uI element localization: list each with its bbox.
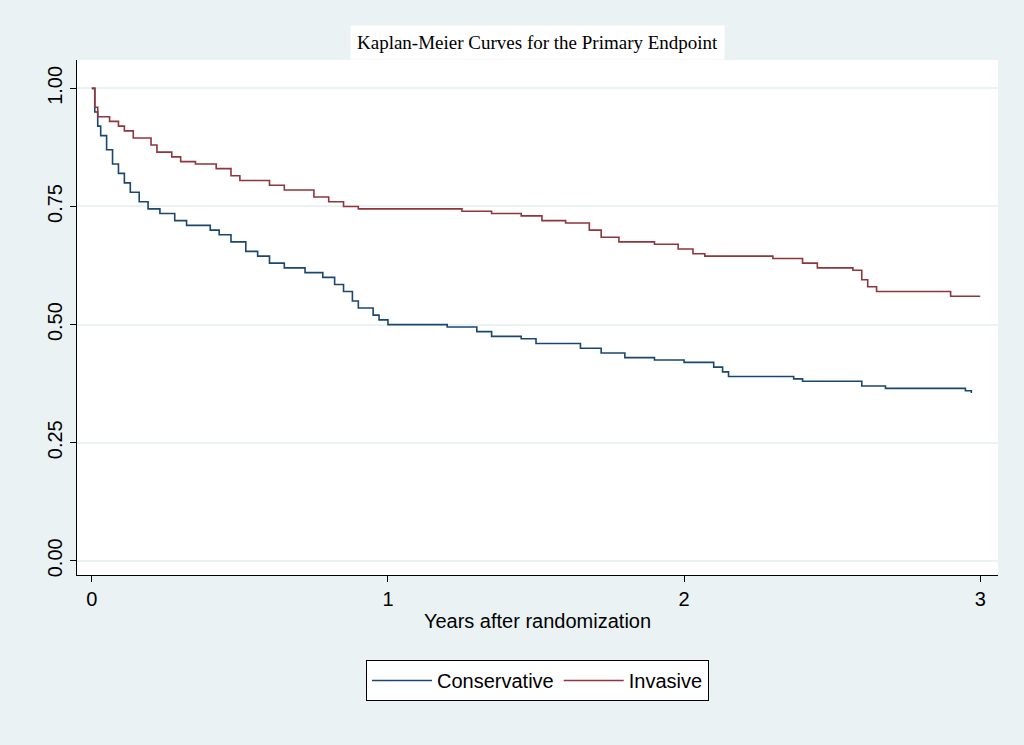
svg-text:0.75: 0.75 bbox=[44, 184, 66, 223]
svg-text:Conservative: Conservative bbox=[437, 670, 554, 692]
svg-text:0.25: 0.25 bbox=[44, 420, 66, 459]
svg-text:0.50: 0.50 bbox=[44, 302, 66, 341]
svg-text:0.00: 0.00 bbox=[44, 538, 66, 577]
svg-text:2: 2 bbox=[679, 588, 690, 610]
svg-text:1.00: 1.00 bbox=[44, 66, 66, 105]
svg-text:Invasive: Invasive bbox=[629, 670, 702, 692]
svg-text:1: 1 bbox=[382, 588, 393, 610]
svg-text:Years after randomization: Years after randomization bbox=[424, 610, 651, 632]
svg-text:Kaplan-Meier Curves for the Pr: Kaplan-Meier Curves for the Primary Endp… bbox=[357, 32, 718, 53]
svg-text:3: 3 bbox=[975, 588, 986, 610]
svg-text:0: 0 bbox=[86, 588, 97, 610]
